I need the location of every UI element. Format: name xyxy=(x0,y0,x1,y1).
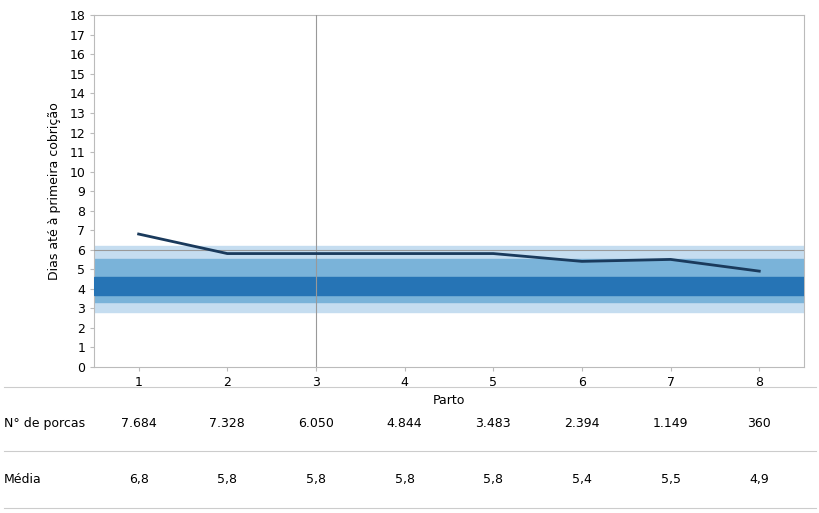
Text: 360: 360 xyxy=(746,417,770,430)
X-axis label: Parto: Parto xyxy=(432,394,464,407)
Bar xyxy=(94,277,803,294)
Text: Média: Média xyxy=(4,473,42,486)
Text: 4,9: 4,9 xyxy=(749,473,768,486)
Bar xyxy=(94,246,803,312)
Text: 7.328: 7.328 xyxy=(209,417,245,430)
Text: 5,8: 5,8 xyxy=(394,473,414,486)
Y-axis label: Dias até à primeira cobrição: Dias até à primeira cobrição xyxy=(48,102,61,280)
Text: 5,8: 5,8 xyxy=(217,473,237,486)
Text: 4.844: 4.844 xyxy=(387,417,422,430)
Text: 3.483: 3.483 xyxy=(475,417,510,430)
Text: 6.050: 6.050 xyxy=(297,417,333,430)
Text: 2.394: 2.394 xyxy=(563,417,599,430)
Bar xyxy=(94,260,803,302)
Text: 1.149: 1.149 xyxy=(652,417,687,430)
Text: 5,8: 5,8 xyxy=(305,473,326,486)
Text: 5,8: 5,8 xyxy=(482,473,503,486)
Text: N° de porcas: N° de porcas xyxy=(4,417,85,430)
Text: 5,5: 5,5 xyxy=(660,473,680,486)
Text: 6,8: 6,8 xyxy=(129,473,148,486)
Text: 5,4: 5,4 xyxy=(572,473,591,486)
Text: 7.684: 7.684 xyxy=(120,417,156,430)
